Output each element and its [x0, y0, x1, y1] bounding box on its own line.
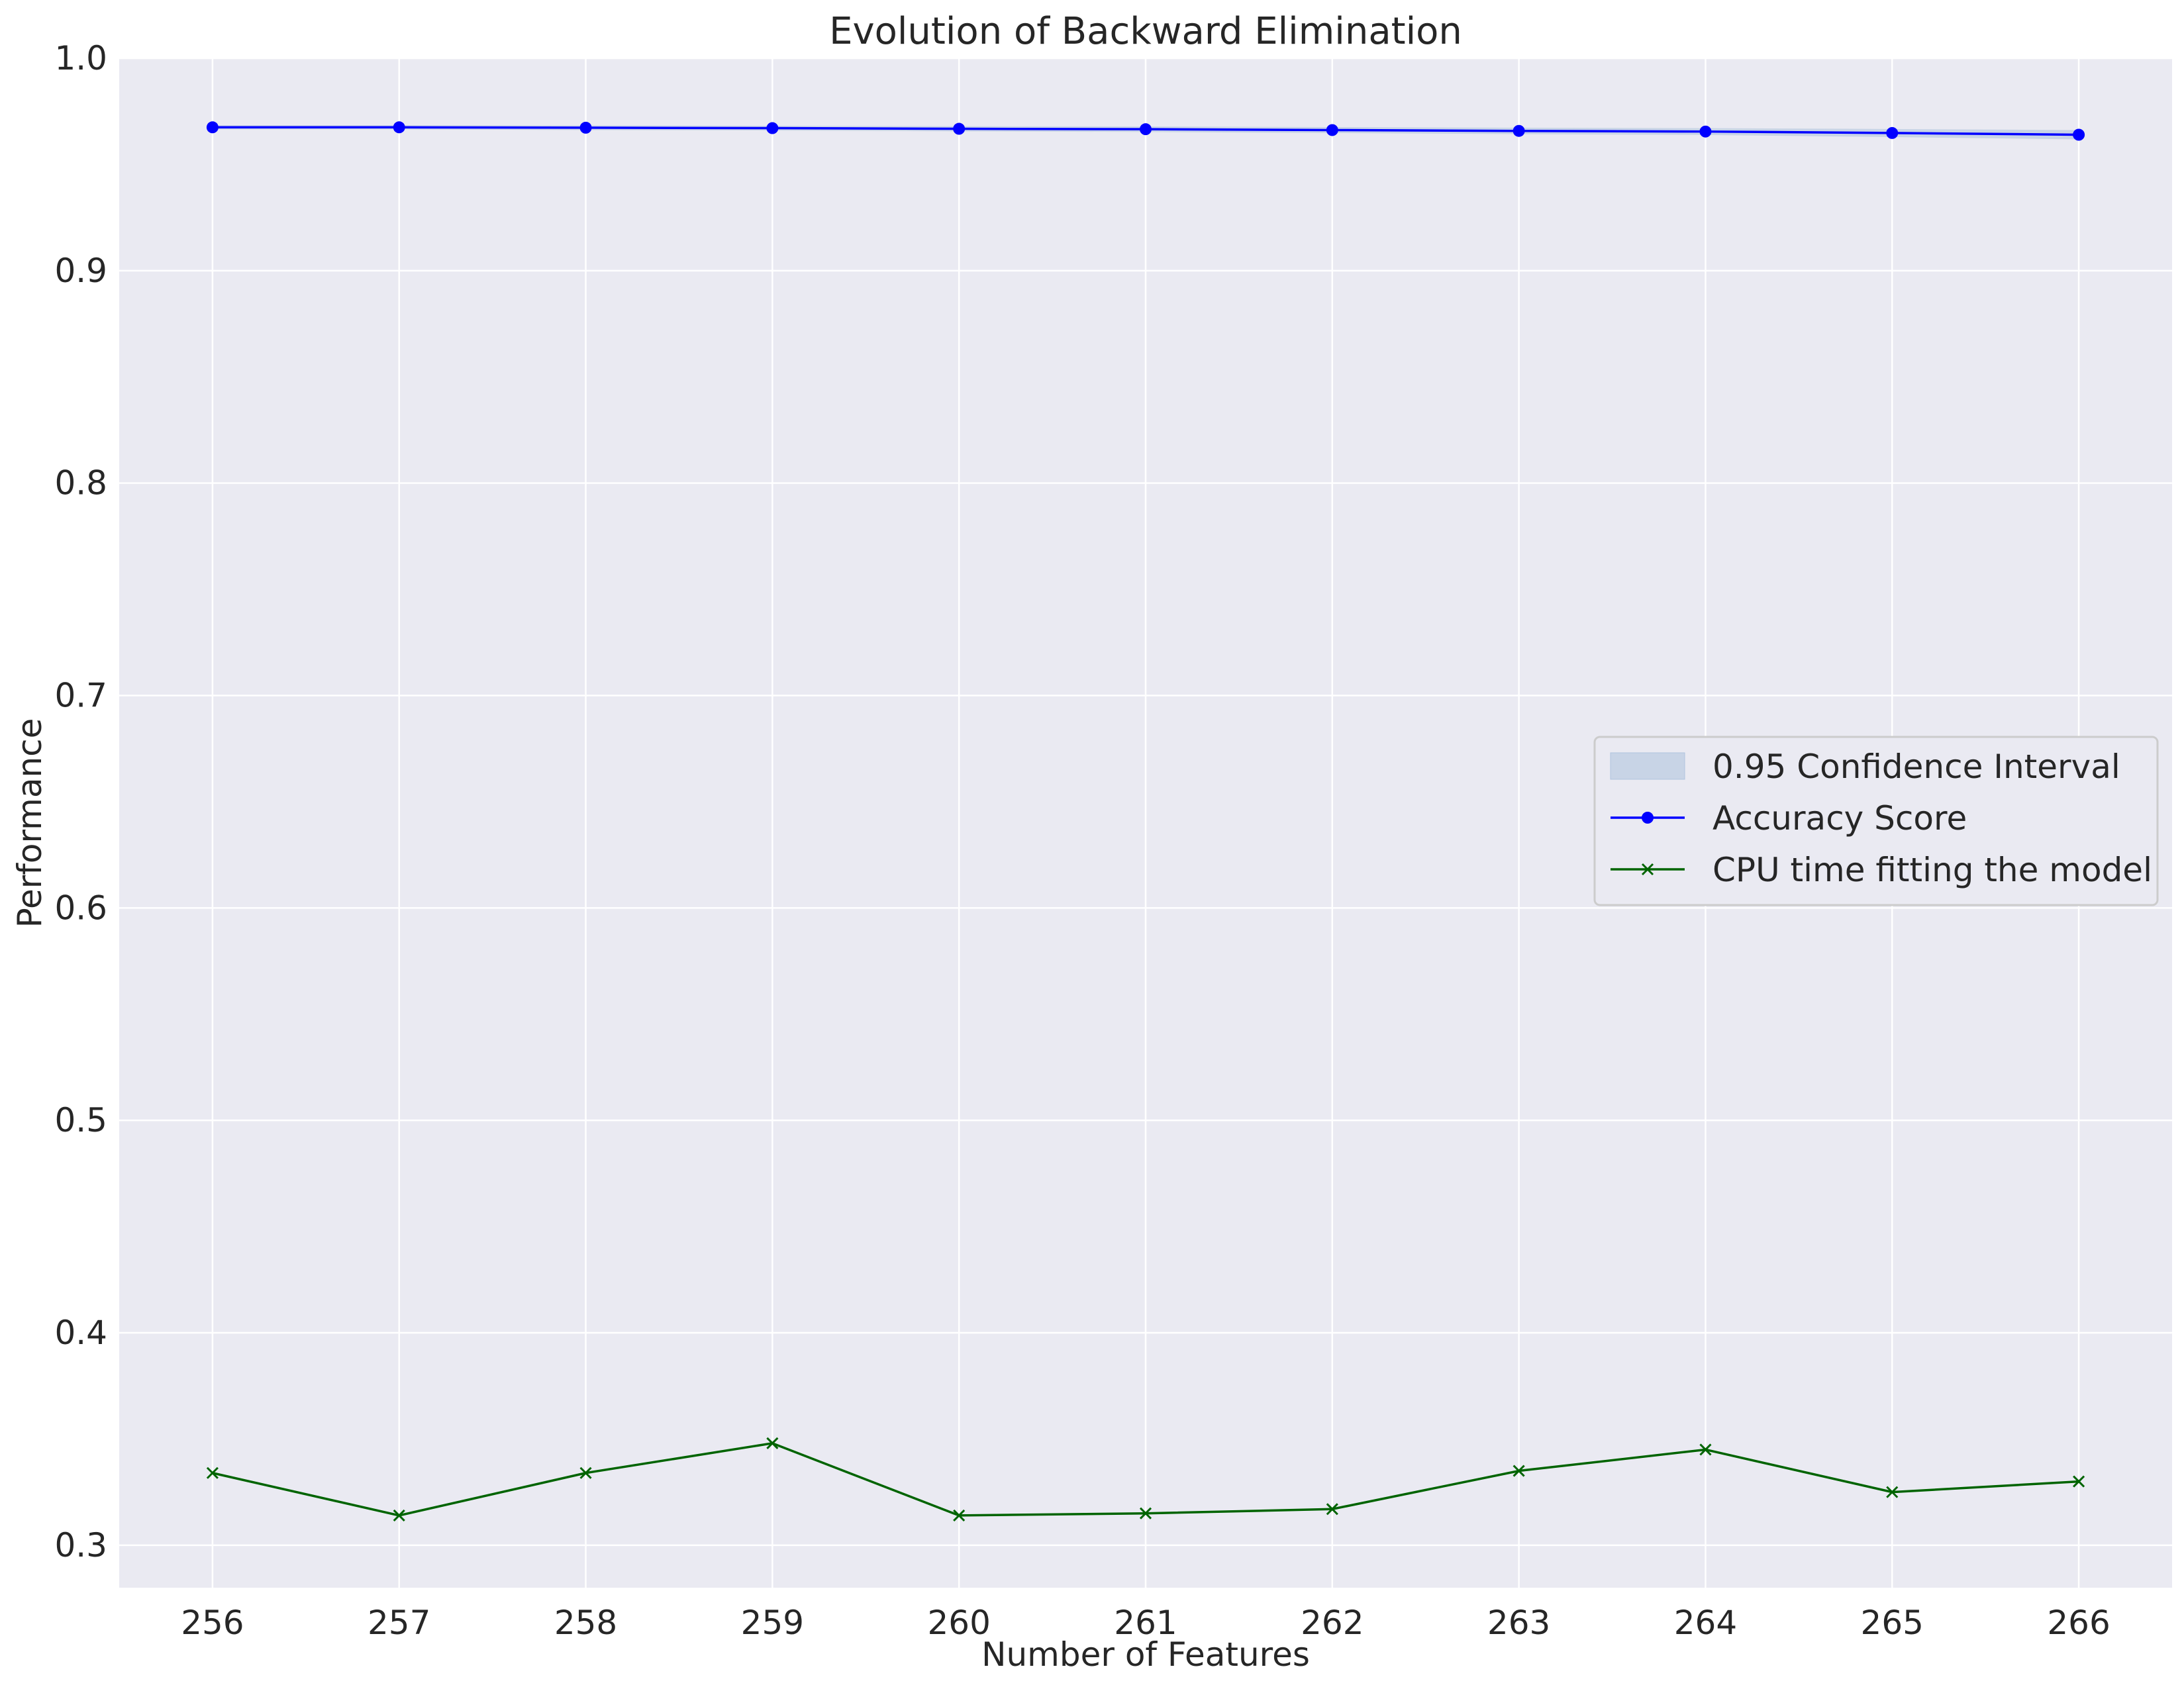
data-point: [766, 122, 779, 134]
data-point: [1513, 124, 1525, 137]
x-tick-label: 265: [1861, 1604, 1924, 1642]
data-point: [579, 1467, 592, 1479]
data-point: [1326, 124, 1338, 136]
x-tick-label: 261: [1114, 1604, 1177, 1642]
data-point: [766, 1437, 779, 1449]
y-tick-label: 1.0: [54, 39, 107, 77]
data-point: [579, 121, 592, 134]
chart-title: Evolution of Backward Elimination: [829, 10, 1462, 53]
x-tick-label: 260: [927, 1604, 990, 1642]
data-point: [1699, 125, 1712, 138]
legend-label-cpu-time: CPU time fitting the model: [1712, 851, 2152, 889]
x-tick-label: 259: [741, 1604, 804, 1642]
y-tick-label: 0.9: [54, 252, 107, 290]
y-axis-label: Performance: [11, 718, 49, 928]
y-tick-label: 0.3: [54, 1526, 107, 1565]
x-tick-label: 256: [181, 1604, 244, 1642]
data-point: [1699, 1443, 1712, 1456]
data-point: [2073, 1475, 2085, 1488]
series-layer: [206, 121, 2085, 1521]
data-point: [393, 1509, 405, 1521]
x-tick-label: 262: [1301, 1604, 1364, 1642]
data-point: [206, 1467, 219, 1479]
data-point: [1140, 123, 1152, 136]
y-tick-label: 0.8: [54, 464, 107, 503]
legend-box: [1593, 736, 2159, 906]
y-tick-label: 0.6: [54, 889, 107, 927]
data-point: [2073, 128, 2085, 141]
data-point: [1886, 1486, 1899, 1498]
data-point: [1513, 1465, 1525, 1477]
series-cpu-time: [206, 1437, 2085, 1521]
y-tick-label: 0.7: [54, 677, 107, 715]
data-point: [953, 1509, 966, 1521]
legend-marker-accuracy: [1642, 812, 1654, 824]
data-point: [1139, 1507, 1152, 1519]
data-point: [206, 121, 219, 134]
y-tick-label: 0.4: [54, 1314, 107, 1352]
legend-label-confidence-interval: 0.95 Confidence Interval: [1712, 747, 2120, 786]
x-tick-label: 264: [1674, 1604, 1737, 1642]
series-accuracy: [206, 121, 2085, 141]
y-tick-label: 0.5: [54, 1101, 107, 1139]
x-tick-label: 263: [1487, 1604, 1550, 1642]
legend: 0.95 Confidence Interval Accuracy Score …: [1593, 736, 2159, 906]
data-point: [1326, 1503, 1338, 1516]
data-point: [953, 122, 966, 135]
data-point: [1886, 126, 1899, 139]
legend-label-accuracy: Accuracy Score: [1712, 799, 1967, 838]
x-tick-label: 258: [554, 1604, 617, 1642]
x-tick-label: 257: [368, 1604, 430, 1642]
x-axis-label: Number of Features: [981, 1635, 1310, 1674]
legend-marker-cpu-time: [1641, 863, 1654, 876]
x-tick-label: 266: [2047, 1604, 2110, 1642]
data-point: [393, 121, 405, 134]
legend-swatch-confidence-interval: [1610, 752, 1685, 780]
tick-labels: 256 257 258 259 260 261 262 263 264 265 266 0.3 0.4 0…: [54, 39, 2110, 1642]
grid: [119, 57, 2172, 1588]
